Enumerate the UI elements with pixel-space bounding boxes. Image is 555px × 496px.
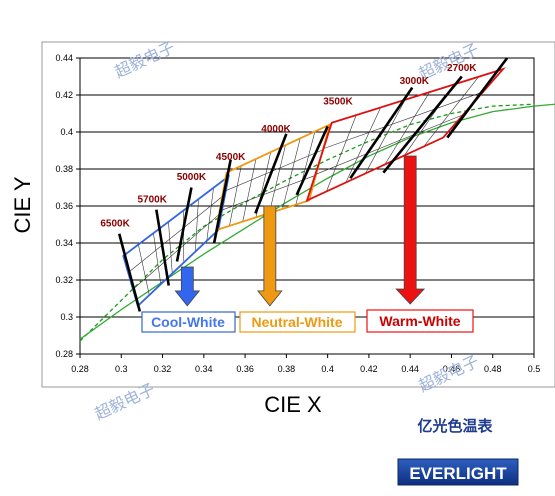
cct-divider-line xyxy=(254,133,288,214)
legend-box-warm-white xyxy=(366,309,474,333)
x-tick-label: 0.4 xyxy=(321,364,334,374)
bin-lines-layer xyxy=(117,57,509,312)
bin-hatch xyxy=(127,194,226,273)
logo-text: EVERLIGHT xyxy=(409,464,507,483)
cct-divider-line xyxy=(446,57,509,139)
cct-divider-line xyxy=(175,187,193,262)
legend-label-neutral-white: Neutral-White xyxy=(252,314,343,330)
cct-label: 2700K xyxy=(447,63,477,74)
x-tick-label: 0.48 xyxy=(484,364,502,374)
cct-label: 4000K xyxy=(261,124,291,135)
legend-label-cool-white: Cool-White xyxy=(151,314,225,330)
bin-hatch xyxy=(229,165,242,226)
bin-hatch xyxy=(219,174,317,212)
down-arrow xyxy=(395,155,426,305)
x-tick-label: 0.34 xyxy=(195,364,213,374)
cct-divider-line xyxy=(117,233,142,312)
bin-hatch xyxy=(315,114,464,175)
x-tick-label: 0.28 xyxy=(71,364,89,374)
footer-chinese-title: 亿光色温表 xyxy=(417,417,493,435)
x-tick-label: 0.44 xyxy=(401,364,419,374)
cct-label: 5700K xyxy=(137,194,167,205)
cct-divider-line xyxy=(212,159,232,244)
cct-label: 6500K xyxy=(100,218,130,229)
x-tick-label: 0.5 xyxy=(528,364,541,374)
cct-divider-line xyxy=(155,209,171,286)
y-axis-title: CIE Y xyxy=(10,176,35,233)
y-tick-label: 0.4 xyxy=(60,127,73,137)
cct-label: 3500K xyxy=(323,96,353,107)
y-tick-label: 0.3 xyxy=(60,312,73,322)
cct-divider-line xyxy=(295,125,329,196)
bin-hatch xyxy=(345,107,381,183)
everlight-logo: EVERLIGHT xyxy=(397,458,519,486)
down-arrow xyxy=(257,205,283,307)
bin-hatch xyxy=(323,91,484,149)
legend-box-cool-white xyxy=(141,311,236,333)
bin-outline xyxy=(305,67,506,203)
bin-hatch xyxy=(194,199,199,252)
arrows-layer xyxy=(174,155,426,307)
y-tick-labels: 0.28 0.3 0.32 0.34 0.36 0.38 0.4 0.42 0.44 xyxy=(55,53,73,359)
cct-label: 5000K xyxy=(177,172,207,183)
x-tick-label: 0.3 xyxy=(115,364,128,374)
cct-label: 3000K xyxy=(400,76,430,87)
x-tick-label: 0.36 xyxy=(236,364,254,374)
legend-label-warm-white: Warm-White xyxy=(379,313,460,329)
bin-hatch xyxy=(326,114,357,192)
y-tick-label: 0.34 xyxy=(55,238,73,248)
y-tick-label: 0.38 xyxy=(55,164,73,174)
bin-hatch xyxy=(153,233,162,285)
x-tick-label: 0.46 xyxy=(443,364,461,374)
series-line-1 xyxy=(79,103,535,342)
legend-box-neutral-white xyxy=(239,311,356,333)
bin-hatch xyxy=(132,211,222,290)
bin-hatch xyxy=(206,187,214,241)
cct-divider-line xyxy=(382,75,463,174)
bin-hatch xyxy=(384,91,430,165)
bin-hatch xyxy=(268,145,286,214)
x-axis-title: CIE X xyxy=(264,392,322,417)
cct-divider-line xyxy=(349,86,414,179)
x-tick-labels: 0.28 0.3 0.32 0.34 0.36 0.38 0.4 0.42 0.44 0.46 0.… xyxy=(71,364,540,374)
y-tick-label: 0.44 xyxy=(55,53,73,63)
down-arrow xyxy=(174,266,201,307)
cct-label: 4500K xyxy=(216,152,246,163)
bin-hatch xyxy=(168,221,173,274)
bin-hatch xyxy=(242,158,257,222)
x-tick-label: 0.42 xyxy=(360,364,378,374)
x-tick-label: 0.38 xyxy=(278,364,296,374)
y-tick-label: 0.28 xyxy=(55,349,73,359)
bin-hatch xyxy=(138,244,150,296)
x-tick-label: 0.32 xyxy=(154,364,172,374)
legend: Cool-White Neutral-White Warm-White xyxy=(141,309,474,333)
bin-hatch xyxy=(423,76,479,147)
bin-hatch xyxy=(365,99,406,174)
y-tick-label: 0.42 xyxy=(55,90,73,100)
cct-labels: 6500K 5700K 5000K 4500K 4000K 3500K 3000K 2700K xyxy=(100,63,477,229)
bin-hatch xyxy=(282,138,301,209)
y-tick-label: 0.36 xyxy=(55,201,73,211)
y-tick-label: 0.32 xyxy=(55,275,73,285)
